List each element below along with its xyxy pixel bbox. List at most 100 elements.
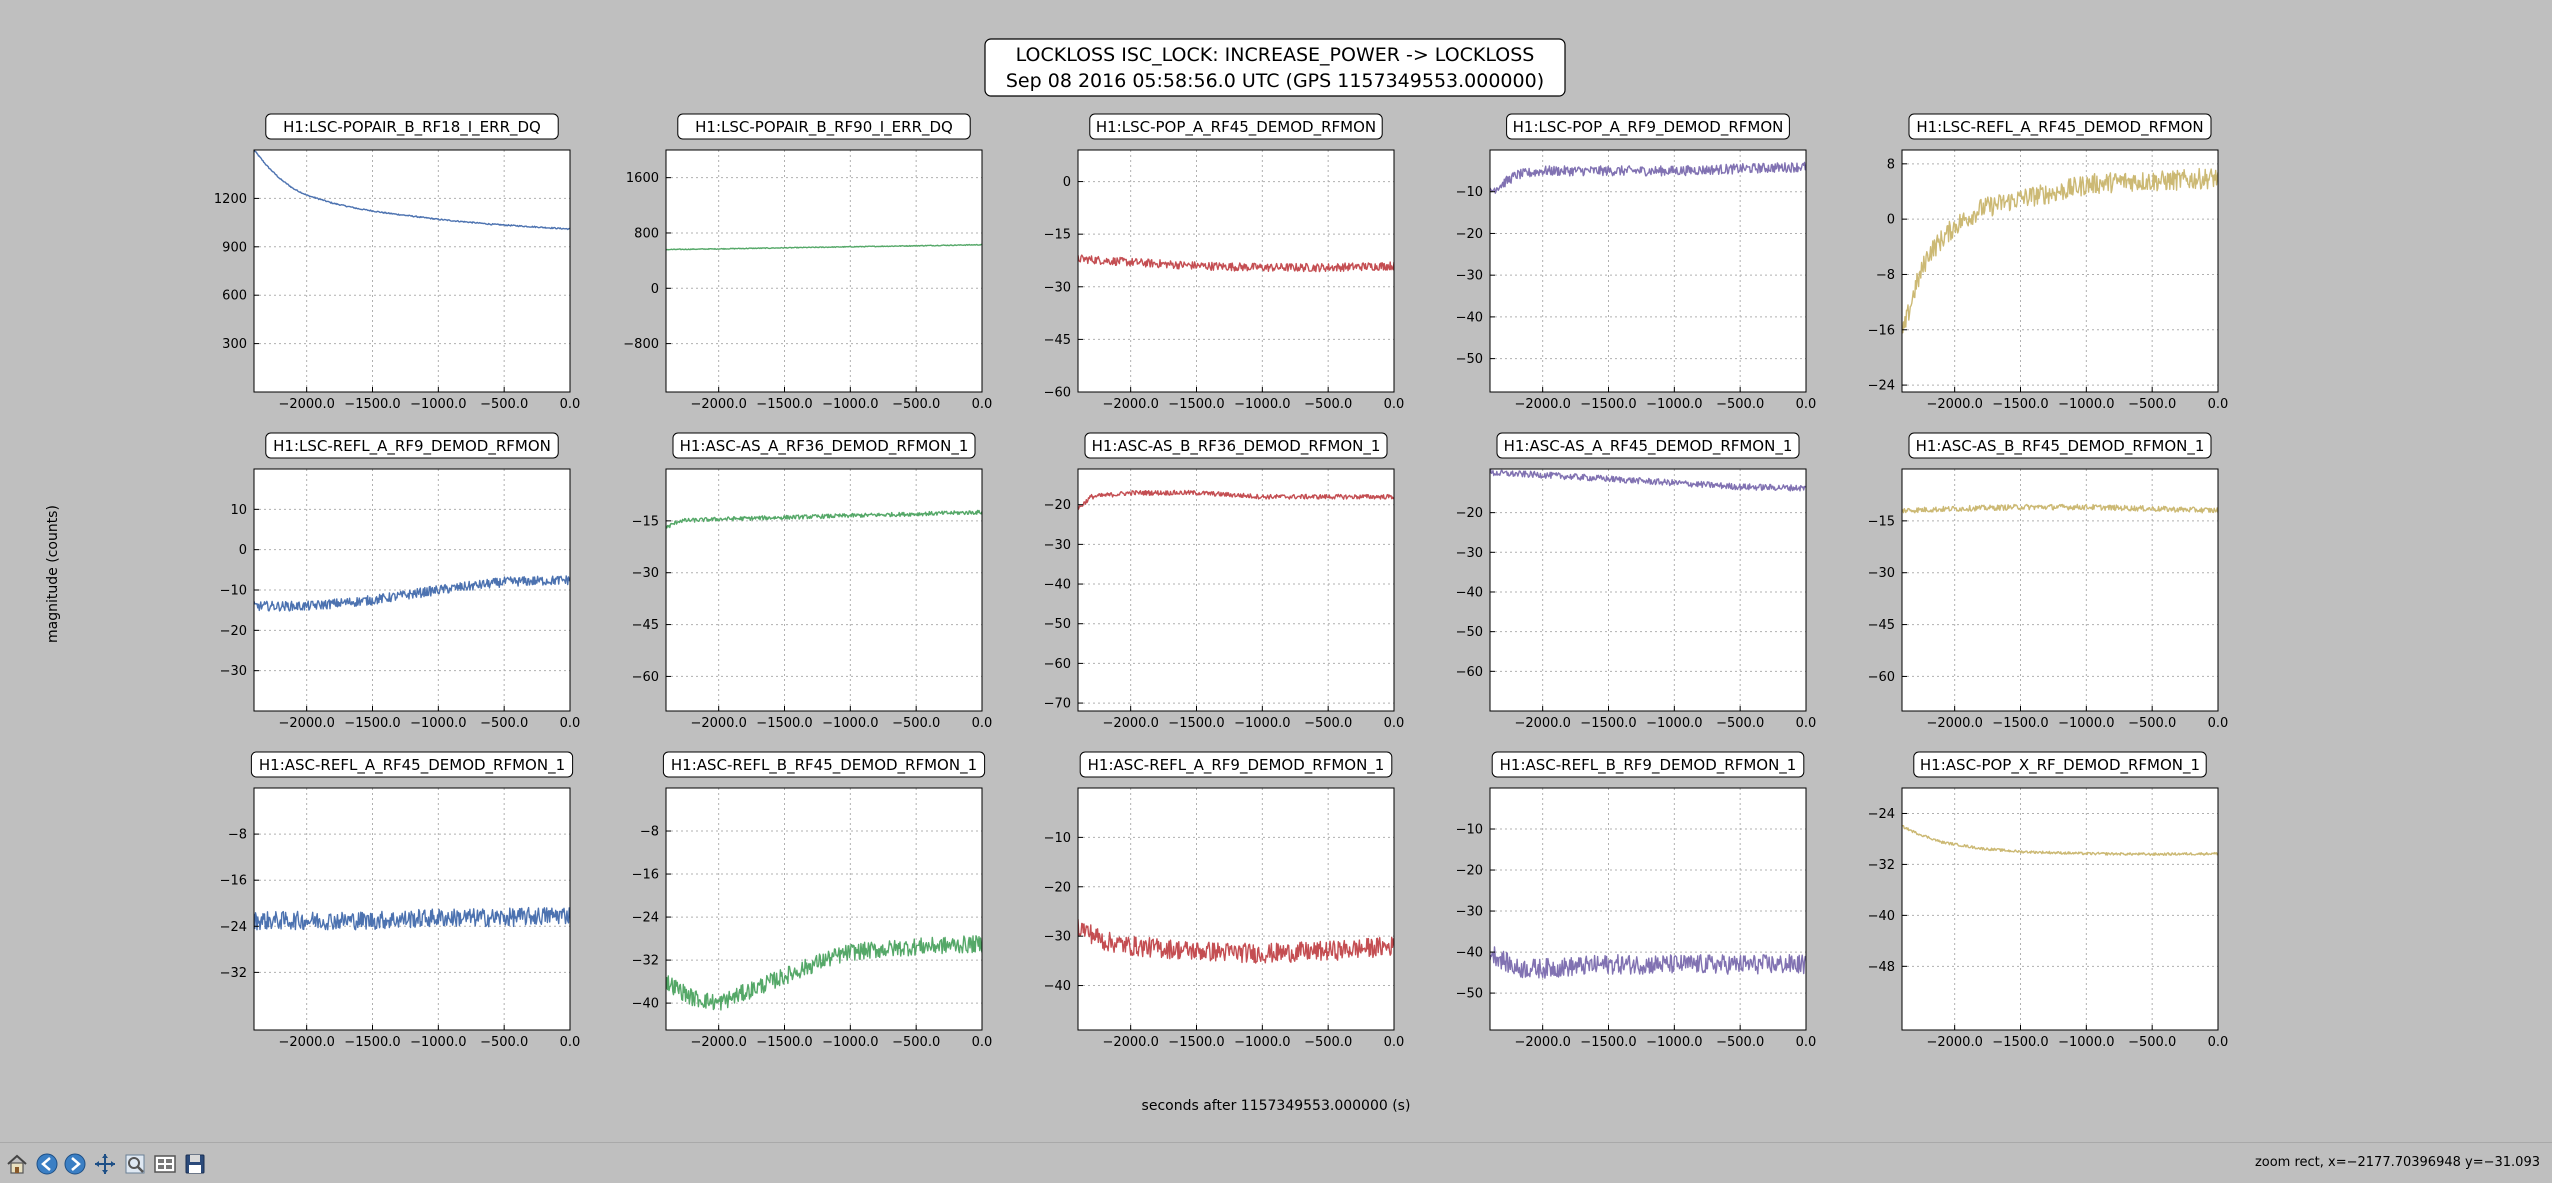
y-tick-label: −50 bbox=[1456, 352, 1483, 367]
x-tick-label: −2000.0 bbox=[690, 1035, 746, 1050]
x-tick-label: −1000.0 bbox=[1646, 397, 1702, 412]
axes-frame bbox=[1077, 149, 1395, 393]
x-tick-label: −2000.0 bbox=[278, 397, 334, 412]
figure-title-line1: LOCKLOSS ISC_LOCK: INCREASE_POWER -> LOC… bbox=[1016, 44, 1535, 66]
x-tick-label: 0.0 bbox=[1796, 397, 1817, 412]
zoom-button[interactable] bbox=[122, 1151, 148, 1177]
subplot-12: −2000.0 −1500.0 −1000.0 −500.0 0.0 −40 −32 −24 −… bbox=[632, 751, 992, 1050]
y-tick-label: −24 bbox=[1868, 807, 1895, 822]
pan-button[interactable] bbox=[92, 1151, 118, 1177]
y-tick-label: −20 bbox=[1456, 506, 1483, 521]
axes-background bbox=[1490, 788, 1806, 1030]
series-line bbox=[1078, 254, 1394, 273]
y-tick-label: −20 bbox=[1456, 227, 1483, 242]
y-tick-label: −16 bbox=[1868, 323, 1895, 338]
x-tick-label: −1500.0 bbox=[756, 716, 812, 731]
x-tick-label: −1500.0 bbox=[344, 397, 400, 412]
forward-button[interactable] bbox=[62, 1151, 88, 1177]
subplot-title-box bbox=[1079, 751, 1393, 778]
x-tick-label: −500.0 bbox=[1304, 397, 1352, 412]
x-tick-label: −1000.0 bbox=[1234, 1035, 1290, 1050]
axes-frame bbox=[665, 787, 983, 1031]
x-tick-label: 0.0 bbox=[560, 1035, 581, 1050]
series-line bbox=[254, 906, 570, 931]
x-tick-label: −1500.0 bbox=[756, 1035, 812, 1050]
x-tick-label: −1500.0 bbox=[756, 397, 812, 412]
y-tick-label: −10 bbox=[1456, 823, 1483, 838]
series-line bbox=[1902, 503, 2218, 514]
x-tick-label: −500.0 bbox=[892, 397, 940, 412]
axes-frame bbox=[1489, 787, 1807, 1031]
subplot-11: −2000.0 −1500.0 −1000.0 −500.0 0.0 −32 −24 −16 −… bbox=[220, 751, 581, 1050]
subplot-7: −2000.0 −1500.0 −1000.0 −500.0 0.0 −60 −45 −30 −… bbox=[632, 432, 992, 731]
axes-background bbox=[1490, 469, 1806, 711]
series-line bbox=[1078, 919, 1394, 964]
x-tick-label: −1500.0 bbox=[1992, 397, 2048, 412]
series-line bbox=[1078, 489, 1394, 511]
x-tick-label: −1000.0 bbox=[410, 716, 466, 731]
y-tick-label: −20 bbox=[1044, 880, 1071, 895]
subplot-1: −2000.0 −1500.0 −1000.0 −500.0 0.0 300 600 900 1… bbox=[214, 113, 580, 412]
back-button[interactable] bbox=[34, 1151, 60, 1177]
y-tick-label: −60 bbox=[1456, 665, 1483, 680]
x-tick-label: −500.0 bbox=[1716, 1035, 1764, 1050]
y-tick-label: −16 bbox=[220, 874, 247, 889]
y-tick-label: 0 bbox=[1887, 213, 1895, 228]
x-tick-label: −1000.0 bbox=[1234, 397, 1290, 412]
save-button[interactable] bbox=[182, 1151, 208, 1177]
y-tick-label: 0 bbox=[651, 282, 659, 297]
axes-background bbox=[666, 469, 982, 711]
y-tick-label: −10 bbox=[1456, 185, 1483, 200]
axes-background bbox=[1078, 788, 1394, 1030]
subplot-title-box bbox=[1084, 432, 1388, 459]
y-tick-label: −15 bbox=[1044, 228, 1071, 243]
y-tick-label: −8 bbox=[228, 828, 247, 843]
x-tick-label: 0.0 bbox=[1384, 397, 1405, 412]
y-tick-label: −45 bbox=[1868, 618, 1895, 633]
y-tick-label: −45 bbox=[1044, 333, 1071, 348]
x-tick-label: −1500.0 bbox=[344, 716, 400, 731]
axes-frame bbox=[1077, 787, 1395, 1031]
subplot-title-box bbox=[1506, 113, 1790, 140]
y-axis-label: magnitude (counts) bbox=[45, 505, 61, 643]
x-tick-label: −500.0 bbox=[480, 397, 528, 412]
y-tick-label: −32 bbox=[220, 966, 247, 981]
y-tick-label: −40 bbox=[632, 997, 659, 1012]
x-tick-label: −1500.0 bbox=[1580, 716, 1636, 731]
subplot-9: −2000.0 −1500.0 −1000.0 −500.0 0.0 −60 −50 −40 −… bbox=[1456, 432, 1816, 731]
x-tick-label: 0.0 bbox=[2208, 397, 2229, 412]
configure-subplots-button[interactable] bbox=[152, 1151, 178, 1177]
x-tick-label: −2000.0 bbox=[278, 1035, 334, 1050]
x-tick-label: −500.0 bbox=[892, 1035, 940, 1050]
x-tick-label: −1000.0 bbox=[2058, 1035, 2114, 1050]
axes-background bbox=[666, 788, 982, 1030]
figure-title-box bbox=[984, 38, 1566, 97]
y-tick-label: 800 bbox=[634, 226, 659, 241]
home-icon bbox=[7, 1154, 27, 1174]
subplot-14: −2000.0 −1500.0 −1000.0 −500.0 0.0 −50 −40 −30 −… bbox=[1456, 751, 1816, 1050]
y-tick-label: −60 bbox=[1868, 670, 1895, 685]
y-tick-label: −45 bbox=[632, 618, 659, 633]
axes-frame bbox=[253, 787, 571, 1031]
axes-frame bbox=[1901, 149, 2219, 393]
y-tick-label: −40 bbox=[1044, 979, 1071, 994]
figure-canvas: LOCKLOSS ISC_LOCK: INCREASE_POWER -> LOC… bbox=[45, 38, 2229, 1114]
x-tick-label: 0.0 bbox=[2208, 1035, 2229, 1050]
home-button[interactable] bbox=[4, 1151, 30, 1177]
y-tick-label: 1600 bbox=[626, 171, 659, 186]
axes-background bbox=[1078, 469, 1394, 711]
subplot-10: −2000.0 −1500.0 −1000.0 −500.0 0.0 −60 −45 −30 −… bbox=[1868, 432, 2228, 731]
x-tick-label: −500.0 bbox=[2128, 397, 2176, 412]
series-line bbox=[666, 509, 982, 529]
subplot-title-box bbox=[1089, 113, 1383, 140]
forward-arrow-icon bbox=[64, 1153, 86, 1175]
y-tick-label: −800 bbox=[623, 337, 659, 352]
y-tick-label: −32 bbox=[632, 954, 659, 969]
x-axis-label: seconds after 1157349553.000000 (s) bbox=[1142, 1098, 1411, 1114]
subplot-title-box bbox=[250, 751, 574, 778]
subplot-title-box bbox=[1496, 432, 1800, 459]
axes-frame bbox=[1489, 468, 1807, 712]
x-tick-label: −500.0 bbox=[892, 716, 940, 731]
y-tick-label: −50 bbox=[1044, 617, 1071, 632]
subplot-title: H1:ASC-REFL_A_RF9_DEMOD_RFMON_1 bbox=[1088, 756, 1385, 775]
